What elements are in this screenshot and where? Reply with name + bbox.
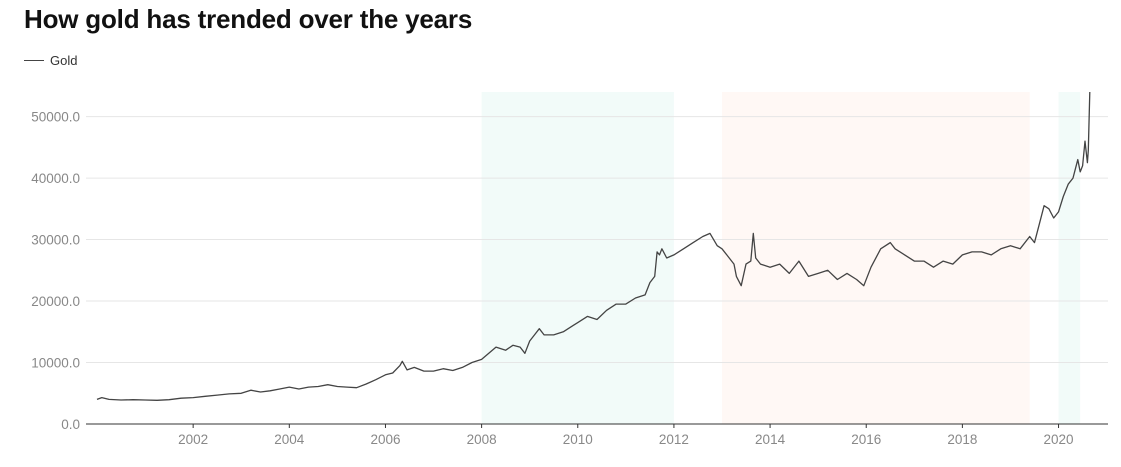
y-tick-label: 10000.0 [31, 356, 80, 371]
legend-swatch-gold [24, 60, 44, 61]
legend-item-gold[interactable]: Gold [24, 53, 77, 68]
y-tick-label: 30000.0 [31, 233, 80, 248]
x-tick-label: 2016 [851, 432, 881, 447]
y-tick-label: 50000.0 [31, 110, 80, 125]
x-tick-label: 2014 [755, 432, 786, 447]
shaded-period-3 [1058, 92, 1081, 424]
x-tick-label: 2006 [370, 432, 400, 447]
gridlines [86, 116, 1108, 364]
shaded-period-1 [481, 92, 674, 424]
legend-label-gold: Gold [50, 53, 78, 68]
x-tick-label: 2020 [1044, 432, 1074, 447]
shaded-periods [481, 92, 1081, 424]
y-tick-label: 0.0 [61, 417, 80, 432]
series-line-gold [96, 91, 1091, 401]
chart-title: How gold has trended over the years [24, 4, 473, 34]
x-tick-label: 2010 [563, 432, 593, 447]
y-tick-label: 20000.0 [31, 294, 80, 309]
x-tick-label: 2002 [178, 432, 208, 447]
x-tick-label: 2018 [947, 432, 977, 447]
chart-legend: Gold [24, 53, 77, 68]
x-tick-label: 2008 [467, 432, 497, 447]
y-tick-label: 40000.0 [31, 171, 80, 186]
x-tick-label: 2012 [659, 432, 689, 447]
x-axis-ticks: 2002 2004 2006 2008 2010 2012 2014 2016 2018 2020 [178, 424, 1074, 447]
x-tick-label: 2004 [274, 432, 305, 447]
y-axis-ticks: 0.0 10000.0 20000.0 30000.0 40000.0 50000.0 [31, 110, 80, 432]
